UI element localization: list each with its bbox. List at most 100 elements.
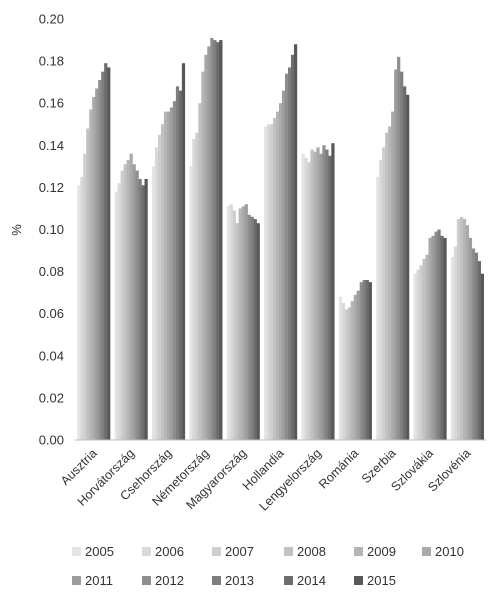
legend-label: 2006 <box>155 544 184 559</box>
bar <box>270 124 274 440</box>
legend-swatch <box>142 576 151 585</box>
bar <box>287 67 292 441</box>
bar <box>207 46 211 441</box>
bar <box>151 166 156 440</box>
bar <box>341 303 346 440</box>
bar <box>379 160 383 440</box>
bar <box>279 103 283 440</box>
bar <box>416 269 420 440</box>
bar <box>163 111 168 441</box>
bar <box>388 126 392 441</box>
bar <box>353 294 357 440</box>
bar <box>219 40 223 441</box>
bar <box>434 231 438 440</box>
bar <box>465 225 470 440</box>
y-tick-label: 0.18 <box>39 54 64 69</box>
y-tick-label: 0.16 <box>39 96 64 111</box>
bar <box>256 223 260 440</box>
legend-swatch <box>354 576 363 585</box>
legend-label: 2008 <box>297 544 326 559</box>
x-category-label: Románia <box>316 446 361 491</box>
y-tick-label: 0.08 <box>39 264 64 279</box>
bar <box>419 265 423 440</box>
bar <box>477 261 482 440</box>
y-tick-label: 0.20 <box>39 12 64 27</box>
bar <box>440 235 444 440</box>
bar <box>89 109 93 441</box>
bar <box>376 176 380 441</box>
bar <box>241 206 245 440</box>
bar <box>83 153 87 440</box>
bar <box>126 160 130 440</box>
bar <box>138 178 142 441</box>
bar <box>368 282 372 441</box>
bar <box>92 96 96 440</box>
bar <box>471 248 476 440</box>
bar <box>325 149 329 440</box>
bar <box>95 88 99 440</box>
bar <box>394 69 398 441</box>
legend-label: 2013 <box>225 573 254 588</box>
bar <box>293 44 298 440</box>
bar <box>104 63 108 441</box>
bar <box>86 128 90 440</box>
bar <box>235 223 239 440</box>
bar <box>437 229 441 440</box>
bar <box>319 153 323 440</box>
bar <box>453 246 458 440</box>
bar <box>400 71 404 440</box>
legend-swatch <box>142 547 151 556</box>
legend-label: 2009 <box>367 544 396 559</box>
y-tick-label: 0.04 <box>39 348 64 363</box>
bar <box>198 103 202 440</box>
bar <box>98 80 102 441</box>
bar <box>157 134 162 440</box>
bar <box>356 290 360 440</box>
bar <box>253 218 257 440</box>
legend-label: 2007 <box>225 544 254 559</box>
bar <box>247 214 251 440</box>
bar <box>301 153 305 440</box>
bars <box>77 37 485 441</box>
legend-label: 2014 <box>297 573 326 588</box>
bar <box>77 185 81 440</box>
bar <box>213 40 217 441</box>
legend-swatch <box>72 547 81 556</box>
bar <box>347 307 351 440</box>
legend-label: 2010 <box>435 544 464 559</box>
bar <box>328 155 332 440</box>
bar <box>431 235 435 440</box>
bar <box>192 138 196 441</box>
bar <box>264 126 268 441</box>
bar <box>290 54 295 440</box>
bar <box>425 254 429 440</box>
legend-swatch <box>284 576 293 585</box>
bar <box>250 216 254 440</box>
bar <box>365 280 369 440</box>
bar <box>468 237 473 440</box>
bar <box>284 73 289 440</box>
bar <box>144 178 148 441</box>
bar <box>480 273 485 440</box>
bar <box>117 183 121 440</box>
legend-swatch <box>422 547 431 556</box>
bar <box>172 101 177 440</box>
bar <box>114 191 118 440</box>
bar <box>154 147 159 440</box>
bar <box>397 56 401 440</box>
bar <box>474 252 479 440</box>
bar <box>316 147 320 440</box>
y-tick-label: 0.10 <box>39 222 64 237</box>
y-axis-label: % <box>9 224 24 236</box>
bar <box>359 282 363 441</box>
bar <box>428 237 432 440</box>
bar <box>403 86 407 441</box>
y-tick-label: 0.14 <box>39 138 64 153</box>
bar <box>313 151 317 441</box>
legend-label: 2011 <box>85 573 113 588</box>
legend-label: 2012 <box>155 573 184 588</box>
bar <box>281 90 286 440</box>
bar <box>331 143 335 440</box>
bar <box>267 124 271 440</box>
bar <box>101 71 105 440</box>
